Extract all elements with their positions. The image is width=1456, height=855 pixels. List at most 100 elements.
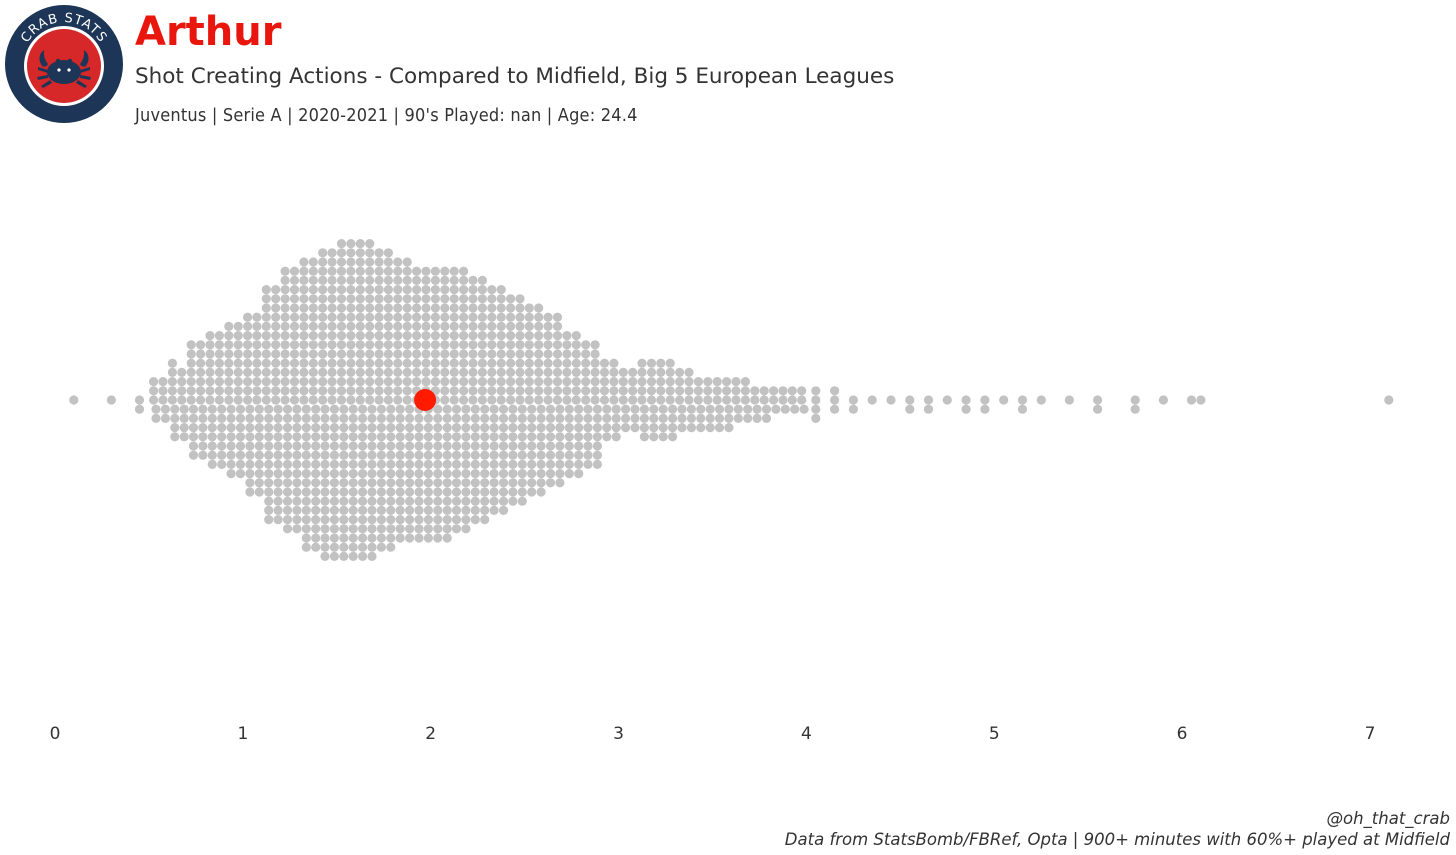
data-point (555, 404, 565, 414)
data-point (778, 395, 788, 405)
data-point (477, 275, 487, 285)
data-point (440, 312, 450, 322)
data-point (656, 386, 666, 396)
data-point (367, 478, 377, 488)
data-point (477, 340, 487, 350)
data-point (355, 340, 365, 350)
data-point (226, 459, 236, 469)
data-point (693, 386, 704, 396)
data-point (367, 551, 377, 562)
data-point (254, 478, 264, 488)
data-point (383, 294, 393, 304)
data-point (358, 505, 368, 515)
data-point (496, 331, 506, 341)
data-point (402, 331, 412, 341)
data-point (440, 395, 450, 405)
data-point (599, 367, 610, 377)
data-point (252, 321, 262, 331)
data-point (383, 386, 393, 396)
data-point (402, 257, 412, 267)
data-point (527, 441, 537, 451)
data-point (308, 275, 318, 285)
data-point (761, 413, 772, 423)
data-point (233, 340, 243, 350)
data-point (336, 340, 347, 350)
data-point (386, 413, 396, 423)
data-point (318, 349, 328, 359)
data-point (592, 459, 603, 469)
data-point (517, 478, 527, 488)
data-point (668, 404, 678, 414)
data-point (320, 423, 330, 433)
data-point (254, 404, 264, 414)
data-point (134, 404, 145, 414)
data-point (590, 349, 600, 359)
data-point (348, 404, 358, 414)
data-point (668, 423, 678, 433)
data-point (367, 432, 377, 442)
data-point (402, 395, 412, 405)
data-point (451, 505, 462, 515)
data-point (574, 441, 584, 451)
data-point (402, 275, 412, 285)
data-point (442, 533, 452, 543)
data-point (743, 404, 753, 414)
data-point (740, 395, 751, 405)
data-point (301, 404, 311, 414)
data-point (214, 349, 224, 359)
data-point (923, 404, 934, 414)
data-point (365, 386, 375, 396)
data-point (830, 395, 840, 405)
data-point (282, 469, 293, 479)
data-point (273, 423, 283, 433)
data-point (440, 321, 450, 331)
data-point (376, 404, 386, 414)
data-point (271, 285, 281, 295)
data-point (517, 423, 527, 433)
data-point (273, 413, 283, 423)
data-point (442, 478, 452, 488)
data-point (376, 459, 386, 469)
data-point (348, 533, 358, 543)
data-point (348, 432, 358, 442)
data-point (487, 321, 497, 331)
data-point (430, 303, 440, 313)
data-point (440, 358, 450, 368)
data-point (217, 450, 227, 460)
data-point (498, 450, 509, 460)
data-point (433, 533, 443, 543)
data-point (346, 285, 356, 295)
data-point (517, 459, 527, 469)
data-point (329, 432, 339, 442)
data-point (177, 377, 187, 387)
data-point (346, 377, 356, 387)
data-point (374, 248, 384, 258)
data-point (320, 404, 330, 414)
data-point (167, 377, 177, 387)
data-point (440, 285, 450, 295)
data-point (282, 487, 293, 497)
highlight-layer (414, 389, 437, 411)
data-point (245, 450, 255, 460)
data-point (336, 386, 347, 396)
data-point (468, 340, 478, 350)
data-point (207, 441, 217, 451)
data-point (477, 321, 487, 331)
data-point (562, 395, 572, 405)
data-point (336, 248, 347, 258)
data-point (395, 505, 405, 515)
data-point (367, 533, 377, 543)
data-point (477, 349, 487, 359)
data-point (383, 358, 393, 368)
data-point (508, 478, 518, 488)
data-point (358, 404, 368, 414)
data-point (301, 413, 311, 423)
data-point (243, 349, 253, 359)
data-point (299, 294, 309, 304)
data-point (271, 349, 281, 359)
data-point (487, 386, 497, 396)
data-point (524, 331, 534, 341)
data-point (320, 450, 330, 460)
data-point (374, 257, 384, 267)
data-point (282, 413, 293, 423)
